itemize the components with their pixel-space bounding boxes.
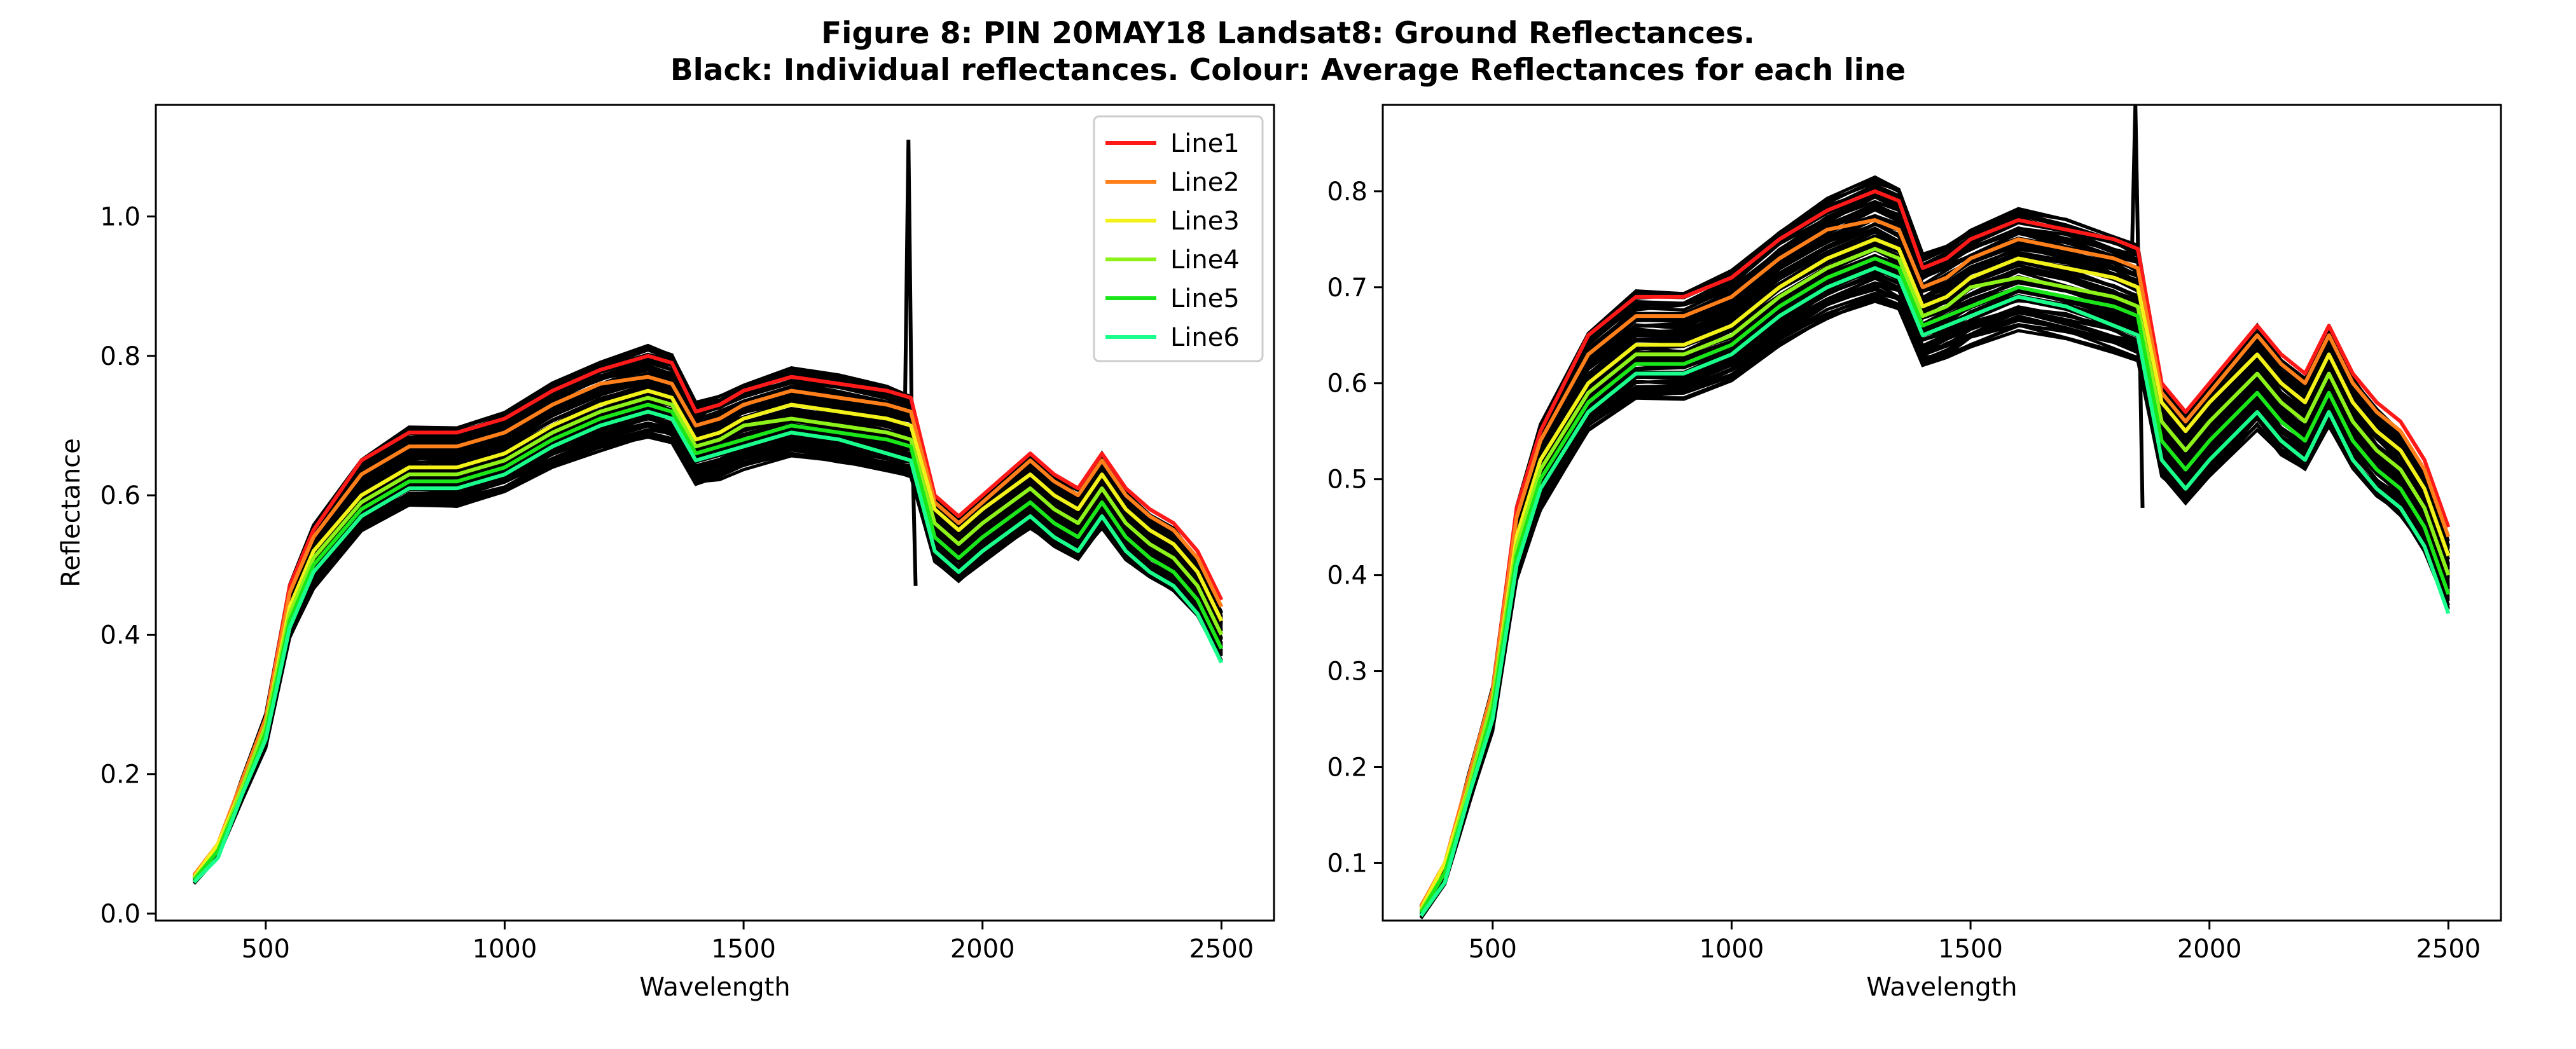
y-tick-label: 0.8: [1327, 177, 1368, 207]
y-tick-label: 1.0: [100, 202, 141, 231]
individual-spike: [2130, 105, 2145, 509]
x-tick-label: 2500: [2416, 935, 2481, 964]
axes-frame: [155, 104, 1275, 922]
individual-spectrum: [193, 385, 1223, 881]
y-tick-label: 0.4: [100, 620, 141, 650]
individual-spike: [903, 139, 918, 586]
x-tick-label: 500: [1469, 935, 1517, 964]
y-tick-label: 0.2: [1327, 753, 1368, 782]
series-line5: [192, 402, 1224, 882]
left-plot: 500 1000 1500 2000 2500 0.0 0.2 0.4 0.6 0.8 1.0 Wav…: [57, 104, 1275, 1002]
series-line3: [192, 388, 1224, 879]
y-tick-label: 0.8: [100, 342, 141, 371]
y-tick-label: 0.3: [1327, 657, 1368, 687]
legend-label: Line2: [1170, 168, 1240, 197]
axes-frame: [1381, 104, 2502, 922]
legend-label: Line3: [1170, 207, 1240, 236]
y-tick-label: 0.5: [1327, 465, 1368, 495]
plot-area: [192, 139, 1224, 885]
x-tick-label: 2000: [950, 935, 1015, 964]
y-tick-label: 0.6: [1327, 369, 1368, 399]
individual-spectrum: [1420, 299, 2450, 920]
legend-label: Line4: [1170, 245, 1240, 275]
series-line1: [192, 353, 1224, 877]
x-tick-label: 1000: [473, 935, 537, 964]
x-tick-label: 1500: [1938, 935, 2003, 964]
figure-title-line2: Black: Individual reflectances. Colour: …: [670, 53, 1906, 88]
series-line1: [1419, 189, 2451, 907]
individual-reflectances: [1419, 105, 2450, 920]
legend-label: Line1: [1170, 129, 1240, 158]
individual-spectrum: [193, 434, 1223, 883]
x-tick-label: 1500: [711, 935, 776, 964]
x-axis-label: Wavelength: [1866, 973, 2017, 1002]
series-line5: [1419, 256, 2451, 914]
series-line3: [1419, 237, 2451, 910]
y-tick-label: 0.7: [1327, 273, 1368, 303]
series-line4: [192, 395, 1224, 881]
series-line6: [1419, 266, 2451, 917]
x-tick-label: 2500: [1189, 935, 1254, 964]
figure-title-line1: Figure 8: PIN 20MAY18 Landsat8: Ground R…: [821, 16, 1755, 51]
x-tick-label: 2000: [2177, 935, 2242, 964]
x-axis-label: Wavelength: [639, 973, 790, 1002]
y-axis-label: Reflectance: [57, 438, 86, 587]
right-plot: 500 1000 1500 2000 2500 0.1 0.2 0.3 0.4 0.5 0.6 0.7…: [1327, 104, 2502, 1002]
series-line6: [192, 409, 1224, 884]
x-tick-label: 1000: [1700, 935, 1764, 964]
legend: Line1 Line2 Line3 Line4 Line5 Line6: [1093, 115, 1264, 362]
series-line2: [1419, 218, 2451, 907]
y-tick-label: 0.6: [100, 481, 141, 511]
y-tick-label: 0.1: [1327, 849, 1368, 878]
y-tick-label: 0.0: [100, 900, 141, 929]
y-tick-label: 0.4: [1327, 561, 1368, 591]
legend-label: Line5: [1170, 284, 1240, 313]
series-line4: [1419, 247, 2451, 912]
x-tick-label: 500: [242, 935, 290, 964]
legend-label: Line6: [1170, 323, 1240, 352]
y-tick-label: 0.2: [100, 760, 141, 790]
series-line2: [192, 374, 1224, 877]
plot-area: [1419, 105, 2451, 920]
